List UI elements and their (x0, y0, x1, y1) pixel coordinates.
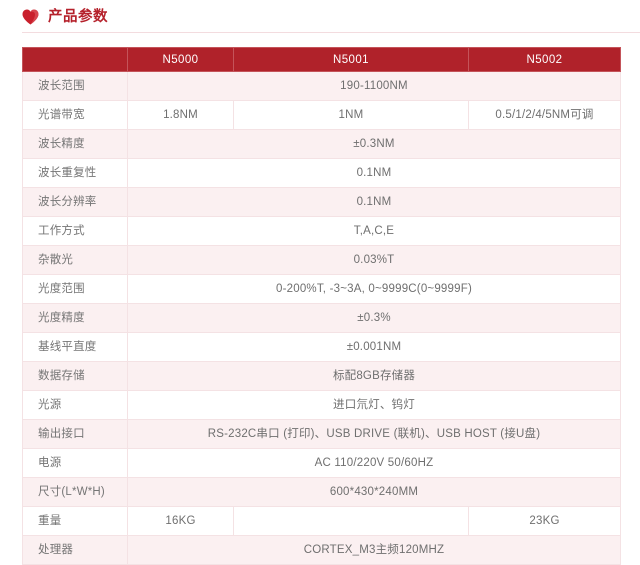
table-row: 尺寸(L*W*H) 600*430*240MM (22, 477, 621, 507)
table-row: 波长分辨率 0.1NM (22, 187, 621, 217)
table-row: 光谱带宽 1.8NM 1NM 0.5/1/2/4/5NM可调 (22, 100, 621, 130)
spec-label: 工作方式 (22, 216, 128, 246)
spec-label: 波长精度 (22, 129, 128, 159)
spec-value-all: CORTEX_M3主频120MHZ (127, 535, 621, 565)
spec-label: 光源 (22, 390, 128, 420)
header-divider (22, 32, 640, 33)
table-row: 电源 AC 110/220V 50/60HZ (22, 448, 621, 478)
table-body: 波长范围 190-1100NM 光谱带宽 1.8NM 1NM 0.5/1/2/4/5NM可… (22, 71, 621, 565)
table-row: 光度范围 0-200%T, -3~3A, 0~9999C(0~9999F) (22, 274, 621, 304)
spec-label: 光度范围 (22, 274, 128, 304)
spec-value-all: ±0.001NM (127, 332, 621, 362)
spec-value-all: 0.1NM (127, 158, 621, 188)
spec-value-c: 23KG (468, 506, 621, 536)
spec-label: 波长范围 (22, 71, 128, 101)
spec-label: 波长重复性 (22, 158, 128, 188)
section-header-row: 产品参数 (22, 9, 640, 25)
spec-label: 波长分辨率 (22, 187, 128, 217)
column-header-n5000: N5000 (127, 47, 234, 72)
spec-value-all: 0.1NM (127, 187, 621, 217)
spec-label: 光谱带宽 (22, 100, 128, 130)
spec-value-all: 进口氘灯、钨灯 (127, 390, 621, 420)
spec-label: 基线平直度 (22, 332, 128, 362)
spec-value-all: T,A,C,E (127, 216, 621, 246)
spec-label: 数据存储 (22, 361, 128, 391)
spec-value-b: 1NM (233, 100, 469, 130)
spec-value-a: 1.8NM (127, 100, 234, 130)
spec-value-b (233, 506, 469, 536)
table-row: 基线平直度 ±0.001NM (22, 332, 621, 362)
spec-table-wrapper: N5000 N5001 N5002 波长范围 190-1100NM 光谱带宽 1.8N… (22, 47, 621, 565)
spec-value-all: ±0.3NM (127, 129, 621, 159)
spec-value-all: 600*430*240MM (127, 477, 621, 507)
spec-value-all: 标配8GB存储器 (127, 361, 621, 391)
table-header-row: N5000 N5001 N5002 (22, 47, 621, 72)
table-row: 波长重复性 0.1NM (22, 158, 621, 188)
spec-value-c: 0.5/1/2/4/5NM可调 (468, 100, 621, 130)
spec-value-all: 190-1100NM (127, 71, 621, 101)
spec-label: 光度精度 (22, 303, 128, 333)
column-header-n5001: N5001 (233, 47, 469, 72)
spec-label: 电源 (22, 448, 128, 478)
spec-label: 尺寸(L*W*H) (22, 477, 128, 507)
table-row: 工作方式 T,A,C,E (22, 216, 621, 246)
spec-label: 处理器 (22, 535, 128, 565)
table-row: 波长精度 ±0.3NM (22, 129, 621, 159)
spec-value-all: 0-200%T, -3~3A, 0~9999C(0~9999F) (127, 274, 621, 304)
table-row: 杂散光 0.03%T (22, 245, 621, 275)
table-row: 输出接口 RS-232C串口 (打印)、USB DRIVE (联机)、USB HO… (22, 419, 621, 449)
table-row: 重量 16KG 23KG (22, 506, 621, 536)
spec-value-all: RS-232C串口 (打印)、USB DRIVE (联机)、USB HOST (… (127, 419, 621, 449)
spec-value-all: ±0.3% (127, 303, 621, 333)
spec-value-a: 16KG (127, 506, 234, 536)
heart-icon (22, 9, 39, 25)
spec-label: 重量 (22, 506, 128, 536)
column-header-n5002: N5002 (468, 47, 621, 72)
table-row: 处理器 CORTEX_M3主频120MHZ (22, 535, 621, 565)
page-title: 产品参数 (48, 9, 108, 25)
table-row: 数据存储 标配8GB存储器 (22, 361, 621, 391)
table-row: 波长范围 190-1100NM (22, 71, 621, 101)
product-spec-table: N5000 N5001 N5002 波长范围 190-1100NM 光谱带宽 1.8N… (22, 47, 621, 565)
table-row: 光源 进口氘灯、钨灯 (22, 390, 621, 420)
spec-label: 杂散光 (22, 245, 128, 275)
column-header-blank (22, 47, 128, 72)
spec-value-all: AC 110/220V 50/60HZ (127, 448, 621, 478)
spec-label: 输出接口 (22, 419, 128, 449)
table-row: 光度精度 ±0.3% (22, 303, 621, 333)
spec-value-all: 0.03%T (127, 245, 621, 275)
section-header: 产品参数 (0, 0, 640, 33)
